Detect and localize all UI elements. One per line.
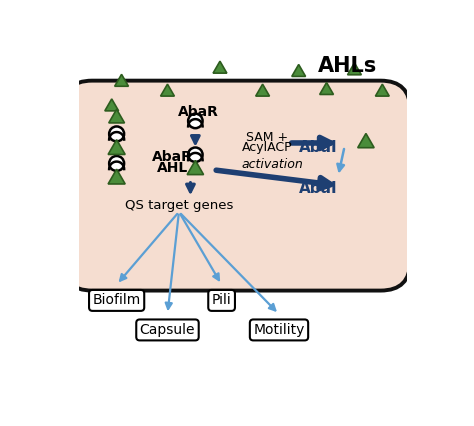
Circle shape: [188, 147, 202, 162]
Text: SAM +: SAM +: [246, 130, 289, 144]
Text: AbaR: AbaR: [178, 105, 219, 119]
Circle shape: [109, 127, 124, 141]
FancyBboxPatch shape: [63, 81, 410, 291]
Polygon shape: [213, 61, 227, 73]
Text: Biofilm: Biofilm: [92, 294, 141, 308]
Polygon shape: [347, 63, 361, 75]
Circle shape: [109, 156, 124, 171]
Polygon shape: [292, 64, 306, 76]
Polygon shape: [319, 83, 333, 95]
Text: activation: activation: [242, 158, 303, 171]
Polygon shape: [375, 84, 389, 96]
Text: Motility: Motility: [253, 323, 305, 337]
Text: AbaR: AbaR: [152, 150, 193, 164]
Text: AbaI: AbaI: [299, 181, 337, 196]
Text: AHLs: AHLs: [318, 56, 377, 76]
Text: Capsule: Capsule: [140, 323, 195, 337]
Polygon shape: [109, 109, 125, 123]
Polygon shape: [115, 74, 128, 86]
Text: QS target genes: QS target genes: [125, 199, 233, 212]
Polygon shape: [108, 169, 125, 184]
Text: Pili: Pili: [212, 294, 231, 308]
Polygon shape: [358, 133, 374, 148]
Text: AcylACP: AcylACP: [242, 141, 293, 154]
Polygon shape: [108, 140, 125, 155]
Polygon shape: [105, 99, 118, 111]
Polygon shape: [187, 161, 203, 175]
Text: AbaI: AbaI: [299, 141, 337, 155]
Polygon shape: [161, 84, 174, 96]
Text: AHL: AHL: [157, 161, 188, 175]
Polygon shape: [255, 84, 270, 96]
Circle shape: [188, 114, 202, 128]
